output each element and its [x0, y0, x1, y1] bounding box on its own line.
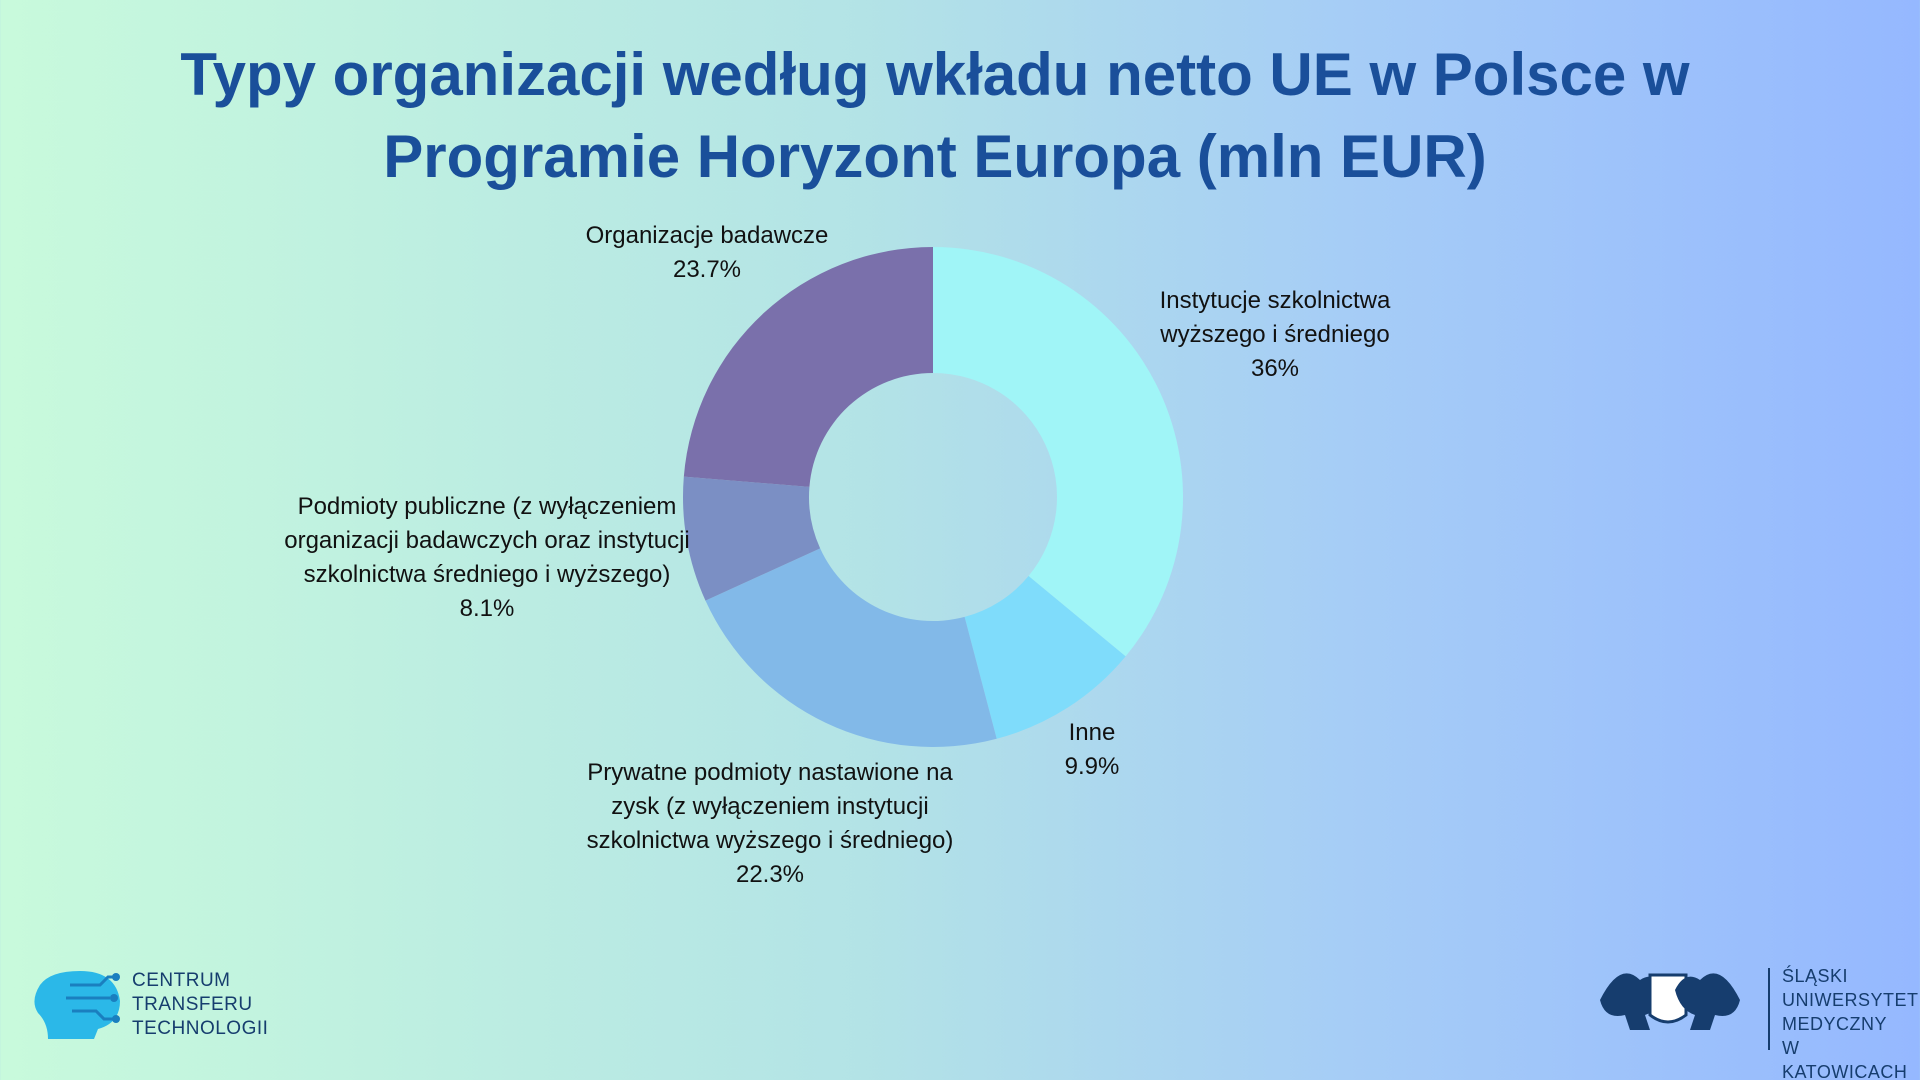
left-logo-icon: [34, 971, 120, 1039]
left-logo-text: CENTRUM TRANSFERU TECHNOLOGII: [132, 969, 268, 1041]
segment-label: Podmioty publiczne (z wyłączeniem organi…: [282, 490, 692, 626]
logo-line: CENTRUM: [132, 970, 231, 991]
category-label: Inne: [1068, 719, 1116, 746]
logo-line: ŚLĄSKI: [1782, 966, 1849, 986]
logo-line: TRANSFERU: [132, 994, 253, 1015]
category-label: Organizacje badawcze: [585, 222, 829, 249]
value-label: 23.7%: [672, 256, 742, 283]
category-label: Podmioty publiczne (z wyłączeniem organi…: [284, 493, 690, 588]
right-logo-icon: [1600, 968, 1770, 1050]
logo-line: W KATOWICACH: [1782, 1038, 1908, 1080]
value-label: 8.1%: [459, 595, 515, 622]
donut-segment: [933, 247, 1183, 657]
donut-segment: [964, 576, 1126, 739]
donut-segment: [705, 548, 997, 747]
category-label: Instytucje szkolnictwa wyższego i średni…: [1159, 287, 1391, 348]
right-logo-text: ŚLĄSKI UNIWERSYTET MEDYCZNY W KATOWICACH: [1782, 964, 1920, 1080]
category-label: Prywatne podmioty nastawione na zysk (z …: [586, 759, 954, 854]
logo-line: UNIWERSYTET: [1782, 990, 1919, 1010]
logo-line: MEDYCZNY: [1782, 1014, 1888, 1034]
segment-label: Instytucje szkolnictwa wyższego i średni…: [1130, 284, 1420, 386]
segment-label: Organizacje badawcze 23.7%: [557, 219, 857, 287]
chart-title: Typy organizacji według wkładu netto UE …: [180, 41, 1690, 190]
segment-label: Prywatne podmioty nastawione na zysk (z …: [570, 756, 970, 892]
value-label: 36%: [1250, 355, 1300, 382]
donut-segment: [683, 247, 933, 487]
donut-segment: [683, 476, 821, 601]
segment-label: Inne 9.9%: [1032, 716, 1152, 784]
value-label: 9.9%: [1064, 753, 1120, 780]
value-label: 22.3%: [735, 861, 805, 888]
logo-line: TECHNOLOGII: [132, 1018, 269, 1039]
